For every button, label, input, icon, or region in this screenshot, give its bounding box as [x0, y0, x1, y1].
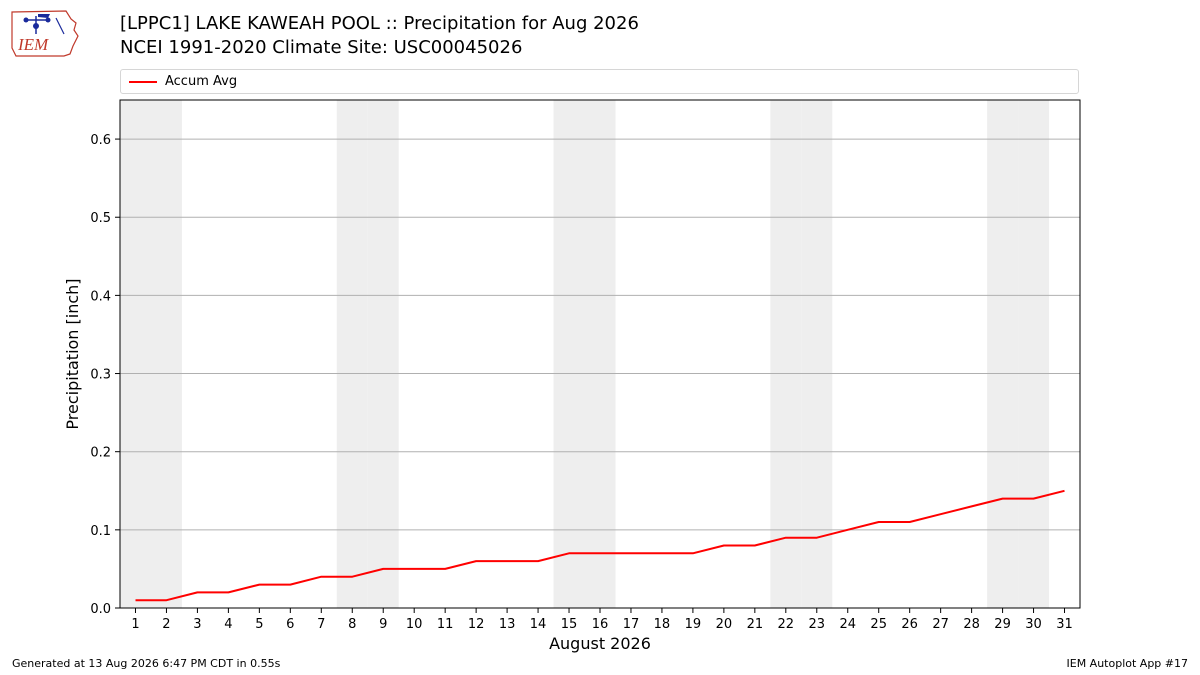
data-point-day-12 — [475, 560, 477, 562]
y-tick-label: 0.4 — [90, 289, 111, 304]
data-point-day-10 — [413, 568, 415, 570]
x-tick-label: 25 — [870, 617, 887, 632]
y-tick-label: 0.1 — [90, 524, 111, 539]
chart-title: [LPPC1] LAKE KAWEAH POOL :: Precipitatio… — [120, 13, 639, 34]
weekend-band-day-23 — [801, 100, 833, 608]
x-tick-label: 21 — [747, 617, 764, 632]
x-tick-label: 9 — [379, 617, 387, 632]
series-line-accum-avg — [135, 489, 1065, 602]
x-tick-label: 26 — [901, 617, 918, 632]
x-tick-label: 19 — [685, 617, 702, 632]
data-point-day-5 — [258, 584, 260, 586]
footer-generated: Generated at 13 Aug 2026 6:47 PM CDT in … — [12, 657, 281, 670]
iem-logo: IEM — [11, 10, 79, 57]
weekend-band-day-1 — [120, 100, 151, 608]
x-tick-label: 16 — [592, 617, 609, 632]
weekend-band-day-8 — [336, 100, 368, 608]
data-point-day-14 — [537, 560, 539, 562]
data-point-day-3 — [196, 591, 198, 593]
weekend-band-day-22 — [770, 100, 802, 608]
y-tick-label: 0.5 — [90, 211, 111, 226]
footer-app-id: IEM Autoplot App #17 — [1066, 657, 1189, 670]
data-point-day-16 — [599, 552, 601, 554]
data-point-day-13 — [506, 560, 508, 562]
weekend-band-day-2 — [150, 100, 182, 608]
data-point-day-21 — [754, 544, 756, 546]
x-tick-label: 7 — [317, 617, 325, 632]
data-point-day-24 — [847, 529, 849, 531]
chart-subtitle: NCEI 1991-2020 Climate Site: USC00045026 — [120, 37, 523, 58]
x-tick-label: 22 — [778, 617, 795, 632]
iowa-state-outline — [11, 10, 79, 57]
x-tick-label: 13 — [499, 617, 516, 632]
x-tick-label: 29 — [994, 617, 1011, 632]
data-point-day-17 — [630, 552, 632, 554]
legend-label-accum-avg: Accum Avg — [165, 74, 238, 89]
x-tick-label: 14 — [530, 617, 547, 632]
weekend-band-day-15 — [553, 100, 585, 608]
weekend-band-day-30 — [1018, 100, 1050, 608]
data-point-day-22 — [785, 537, 787, 539]
data-point-day-28 — [971, 505, 973, 507]
data-point-day-2 — [165, 599, 167, 601]
y-tick-label: 0.3 — [90, 368, 111, 383]
x-axis-label: August 2026 — [549, 634, 651, 653]
data-point-day-30 — [1033, 498, 1035, 500]
x-tick-label: 6 — [286, 617, 294, 632]
x-tick-label: 18 — [654, 617, 671, 632]
x-tick-label: 23 — [809, 617, 826, 632]
weekend-band-day-9 — [367, 100, 399, 608]
data-point-day-31 — [1064, 490, 1066, 492]
x-tick-label: 4 — [224, 617, 232, 632]
legend: Accum Avg — [120, 69, 1079, 94]
data-point-day-8 — [351, 576, 353, 578]
x-tick-label: 11 — [437, 617, 454, 632]
data-point-day-19 — [692, 552, 694, 554]
axes: 0.00.10.20.30.40.50.61 2 3 4 5 6 7 8 9 10 11 12 13 14… — [90, 99, 1081, 632]
x-tick-label: 12 — [468, 617, 485, 632]
x-tick-label: 3 — [193, 617, 201, 632]
weekend-band-day-16 — [584, 100, 616, 608]
weekend-band-day-29 — [987, 100, 1019, 608]
y-tick-label: 0.0 — [90, 602, 111, 617]
x-tick-label: 2 — [162, 617, 170, 632]
x-tick-label: 1 — [131, 617, 139, 632]
x-tick-label: 31 — [1056, 617, 1073, 632]
data-point-day-15 — [568, 552, 570, 554]
data-point-day-27 — [940, 513, 942, 515]
data-point-day-6 — [289, 584, 291, 586]
x-tick-label: 30 — [1025, 617, 1042, 632]
x-tick-label: 8 — [348, 617, 356, 632]
x-tick-label: 20 — [716, 617, 733, 632]
gridlines — [120, 138, 1080, 531]
data-point-day-11 — [444, 568, 446, 570]
x-tick-label: 28 — [963, 617, 980, 632]
data-point-day-29 — [1002, 498, 1004, 500]
x-tick-label: 17 — [623, 617, 640, 632]
x-tick-label: 10 — [406, 617, 423, 632]
data-point-day-26 — [909, 521, 911, 523]
weekend-shading — [120, 100, 1050, 608]
data-point-day-20 — [723, 544, 725, 546]
y-axis-label: Precipitation [inch] — [63, 278, 82, 429]
data-point-day-23 — [816, 537, 818, 539]
data-point-day-7 — [320, 576, 322, 578]
y-tick-label: 0.2 — [90, 446, 111, 461]
chart-title-block: [LPPC1] LAKE KAWEAH POOL :: Precipitatio… — [120, 12, 639, 60]
legend-swatch-accum-avg — [129, 81, 157, 83]
x-tick-label: 24 — [839, 617, 856, 632]
series — [134, 489, 1066, 602]
iem-logo-text: IEM — [17, 35, 49, 54]
x-tick-label: 5 — [255, 617, 263, 632]
data-point-day-18 — [661, 552, 663, 554]
data-point-day-1 — [134, 599, 136, 601]
data-point-day-4 — [227, 591, 229, 593]
y-tick-label: 0.6 — [90, 133, 111, 148]
x-tick-label: 15 — [561, 617, 578, 632]
data-point-day-25 — [878, 521, 880, 523]
data-point-day-9 — [382, 568, 384, 570]
x-tick-label: 27 — [932, 617, 949, 632]
